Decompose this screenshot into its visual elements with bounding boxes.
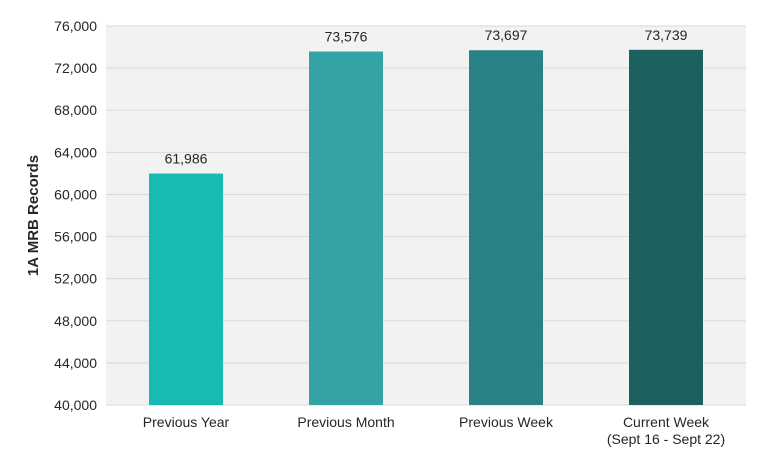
y-tick-label: 40,000	[54, 397, 97, 413]
x-tick-label: Previous Week	[459, 414, 554, 430]
x-tick-label: (Sept 16 - Sept 22)	[607, 431, 725, 447]
data-label: 61,986	[165, 151, 208, 167]
y-tick-label: 76,000	[54, 18, 97, 34]
y-tick-label: 68,000	[54, 102, 97, 118]
y-tick-label: 56,000	[54, 229, 97, 245]
bar	[469, 50, 543, 405]
bars	[149, 49, 703, 405]
y-tick-label: 48,000	[54, 313, 97, 329]
data-labels: 61,986 73,576 73,697 73,739	[165, 27, 688, 167]
bar	[629, 49, 703, 405]
y-axis-label: 1A MRB Records	[25, 155, 42, 276]
x-tick-label: Previous Month	[297, 414, 394, 430]
y-tick-label: 52,000	[54, 271, 97, 287]
x-tick-label: Previous Year	[143, 414, 230, 430]
y-tick-label: 64,000	[54, 144, 97, 160]
y-tick-label: 44,000	[54, 355, 97, 371]
y-tick-label: 72,000	[54, 60, 97, 76]
x-axis-ticks: Previous Year Previous Month Previous Week…	[143, 414, 725, 447]
data-label: 73,697	[485, 27, 528, 43]
bar	[309, 51, 383, 405]
y-tick-label: 60,000	[54, 186, 97, 202]
bar	[149, 173, 223, 405]
y-axis-ticks: 40,000 44,000 48,000 52,000 56,000 60,000 64,0…	[54, 18, 97, 413]
x-tick-label: Current Week	[623, 414, 710, 430]
data-label: 73,576	[325, 29, 368, 45]
data-label: 73,739	[645, 27, 688, 43]
